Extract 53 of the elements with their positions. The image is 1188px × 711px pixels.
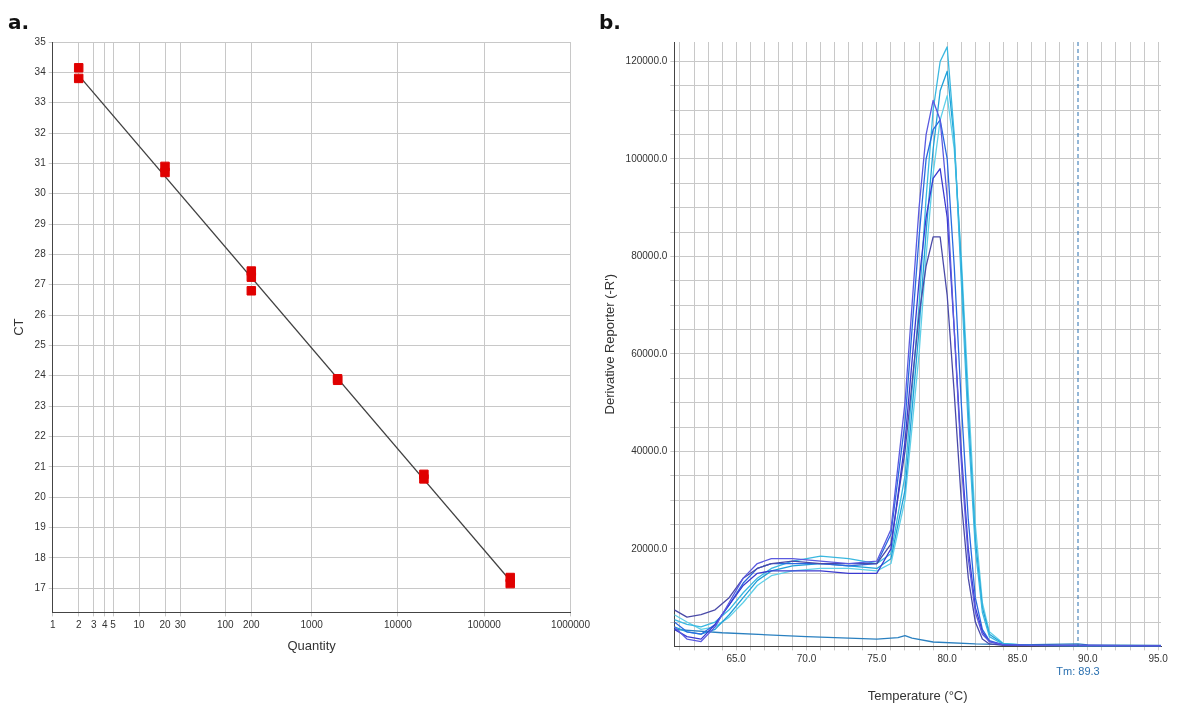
x-axis-title: Temperature (°C) (867, 687, 968, 703)
x-tick-label: 4 (101, 619, 108, 631)
x-tick-label: 80.0 (937, 653, 958, 665)
y-tick-label: 29 (34, 217, 47, 229)
y-tick-label: 80000.0 (631, 250, 668, 262)
y-tick-label: 33 (34, 96, 47, 108)
y-tick-label: 23 (34, 399, 47, 411)
y-tick-label: 27 (34, 278, 47, 290)
x-tick-label: 70.0 (796, 653, 817, 665)
y-axis-title: CT (11, 318, 27, 336)
y-tick-label: 32 (34, 126, 47, 138)
x-tick-label: 1000000 (551, 619, 591, 631)
x-tick-label: 5 (110, 619, 117, 631)
x-tick-label: 30 (174, 619, 187, 631)
x-tick-label: 95.0 (1148, 653, 1169, 665)
y-tick-label: 19 (34, 521, 47, 533)
y-tick-label: 18 (34, 551, 47, 563)
y-axis-title: Derivative Reporter (-R') (602, 273, 618, 415)
y-tick-label: 28 (34, 248, 47, 260)
x-tick-label: 2 (75, 619, 82, 631)
y-tick-label: 25 (34, 339, 47, 351)
x-axis-title: Quantity (287, 637, 337, 653)
x-tick-label: 20 (159, 619, 171, 631)
ref-line-label: Tm: 89.3 (1056, 664, 1100, 677)
x-tick-label: 200 (242, 619, 261, 631)
y-tick-label: 17 (34, 581, 47, 593)
x-tick-label: 3 (91, 619, 98, 631)
chart-title: b. (599, 10, 621, 35)
y-tick-label: 24 (34, 369, 47, 381)
x-tick-label: 1000 (300, 619, 324, 631)
y-tick-label: 40000.0 (631, 445, 668, 457)
x-tick-label: 10000 (384, 619, 413, 631)
y-tick-label: 60000.0 (631, 347, 668, 359)
y-tick-label: 35 (34, 35, 47, 47)
y-tick-label: 20000.0 (631, 542, 668, 554)
y-tick-label: 26 (34, 308, 47, 320)
y-tick-label: 31 (34, 157, 47, 169)
chart-title: a. (8, 10, 30, 35)
y-tick-label: 22 (34, 430, 47, 442)
x-tick-label: 90.0 (1078, 653, 1099, 665)
y-tick-label: 100000.0 (625, 152, 668, 164)
x-tick-label: 10 (133, 619, 146, 631)
y-tick-label: 20 (34, 490, 47, 502)
x-tick-label: 85.0 (1007, 653, 1028, 665)
y-tick-label: 34 (34, 66, 47, 78)
x-tick-label: 100 (216, 619, 235, 631)
y-tick-label: 21 (34, 460, 47, 472)
x-tick-label: 1 (49, 619, 56, 631)
x-tick-label: 65.0 (726, 653, 747, 665)
x-tick-label: 100000 (467, 619, 502, 631)
y-tick-label: 30 (34, 187, 47, 199)
y-tick-label: 120000.0 (625, 55, 668, 67)
x-tick-label: 75.0 (867, 653, 888, 665)
